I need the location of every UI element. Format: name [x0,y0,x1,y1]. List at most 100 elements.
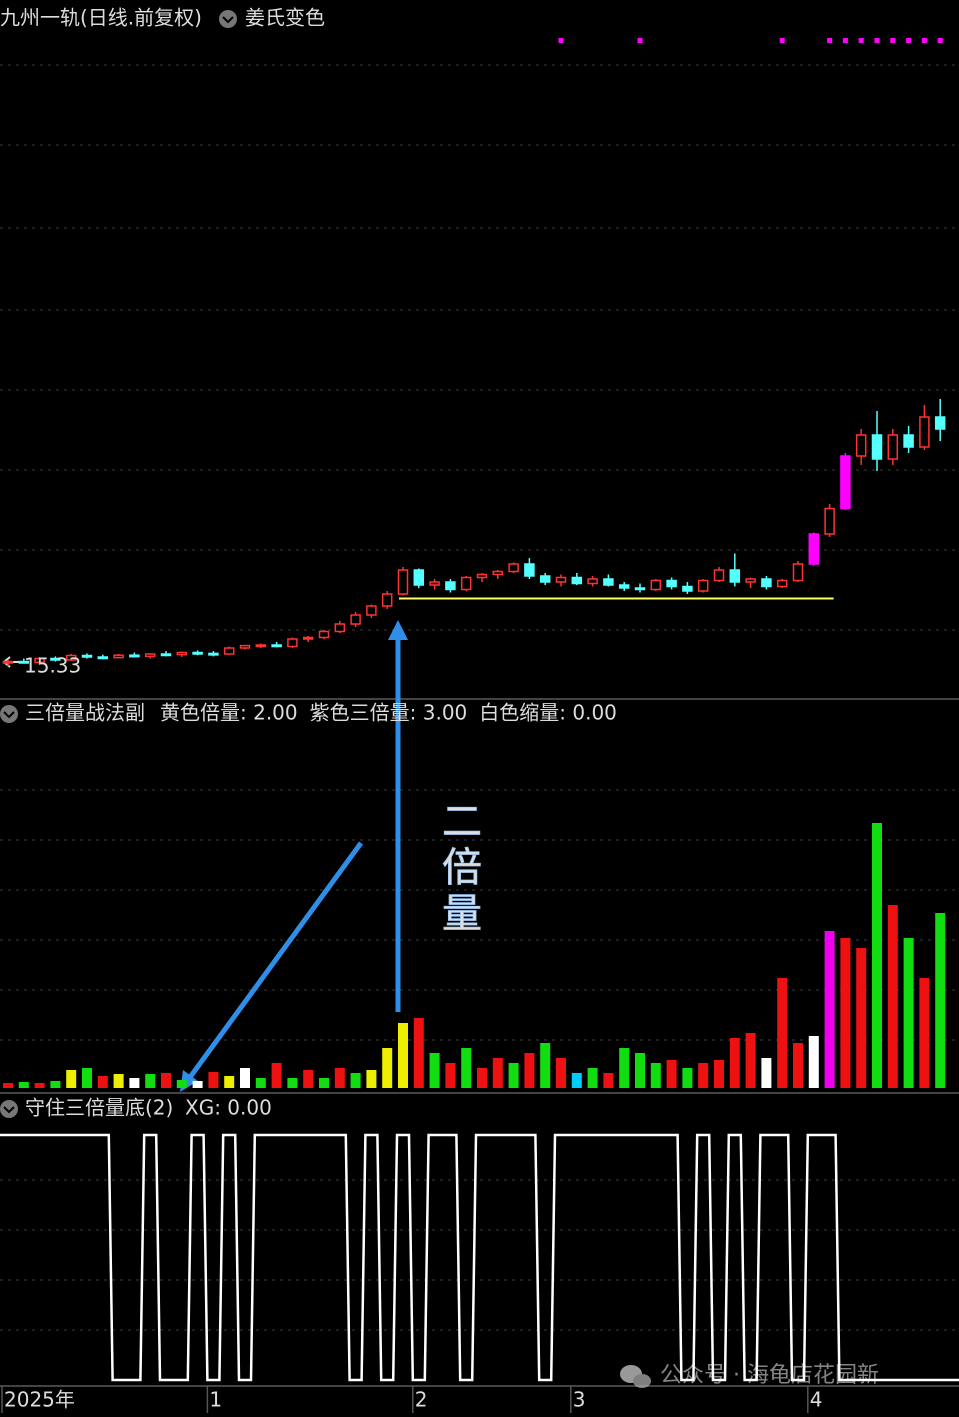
candle-body [34,657,45,664]
volume-bar [240,1068,250,1088]
candle-body [176,651,188,656]
candle-body [571,576,583,585]
volume-bar [761,1058,772,1088]
arrow-head [388,620,408,640]
volume-bar [729,1038,740,1088]
candle-body [208,652,219,656]
candle-body [934,416,946,430]
volume-bar [334,1068,345,1088]
volume-bar [208,1072,219,1088]
volume-bar [366,1070,377,1088]
candle-body [413,569,425,586]
candle-body [113,654,124,659]
volume-bar [650,1063,661,1088]
volume-bar [413,1018,424,1088]
volume-bar [287,1078,298,1088]
volume-bar [382,1048,393,1088]
volume-bar [113,1074,124,1088]
dropdown-icon[interactable] [0,705,18,723]
volume-bar [445,1063,456,1088]
x-tick-label: 1 [209,1388,222,1412]
candle-body [223,647,235,655]
candle-body [192,651,203,655]
candle-body [713,569,725,582]
candle-body [824,507,835,535]
candle-body [97,656,109,660]
candle-body [350,614,361,625]
dropdown-chevron [3,711,15,719]
candle-body [318,630,330,639]
signal-dot [842,38,848,43]
volume-bar [698,1063,709,1088]
volume-bar [540,1043,551,1088]
volume-bar [619,1048,630,1088]
candle-body [492,570,504,576]
candle-body [18,660,30,664]
volume-bar [34,1083,45,1088]
candle-body [476,573,488,579]
candle-body [81,654,93,658]
candle-body [887,434,899,460]
arrow-line [185,841,364,1082]
signal-dot [937,38,943,43]
volume-bar [271,1063,282,1088]
panel-title: 三倍量战法副 [25,701,145,725]
candle-body [871,434,883,460]
volume-bar [3,1083,13,1088]
volume-bar [682,1068,693,1088]
volume-bar [176,1080,187,1088]
dropdown-icon[interactable] [0,1100,18,1118]
volume-bar [856,948,867,1088]
volume-bar [666,1060,677,1088]
volume-bar [319,1078,329,1088]
candle-body [381,593,393,607]
candle-body [429,581,440,586]
candle-body [903,434,914,448]
legend-entry: 紫色三倍量: 3.00 [310,701,468,725]
volume-bar [398,1023,408,1088]
volume-bar [303,1070,314,1088]
volume-bar [224,1076,235,1088]
volume-bar [777,978,788,1088]
candle-body [508,563,519,573]
dropdown-icon[interactable] [219,10,237,28]
candle-body [792,563,804,582]
candle-body [776,579,788,588]
volume-bar [161,1073,171,1088]
volume-bar [477,1068,487,1088]
candle-body [144,653,156,658]
volume-bar [714,1060,724,1088]
volume-bar [587,1068,598,1088]
watermark: 公众号 · 海龟店花园新 [620,1363,879,1388]
dropdown-chevron [222,16,234,24]
candle-body [129,654,140,658]
signal-dot [637,38,643,43]
watermark-text: 公众号 · 海龟店花园新 [660,1363,879,1388]
volume-bar [808,1036,819,1088]
legend-entry: 黄色倍量: 2.00 [160,701,298,725]
signal-dot [779,38,785,43]
candle-body [697,579,709,592]
low-marker: 15.33 [24,654,81,678]
candle-body [160,653,172,657]
candle-body [761,578,772,588]
candle-body [366,605,377,616]
volume-bar [793,1043,803,1088]
candle-body [587,578,598,585]
x-tick-label: 2025年 [4,1388,75,1412]
candle-body [2,660,14,664]
candle-body [603,578,614,586]
x-tick-label: 3 [573,1388,586,1412]
indicator-name: 姜氏变色 [245,6,325,30]
volume-bar [603,1073,614,1088]
volume-bar [66,1070,77,1088]
volume-bar [571,1073,582,1088]
volume-bar [145,1074,156,1088]
candle-body [840,455,851,510]
volume-bar [840,938,851,1088]
candle-body [745,578,756,583]
volume-bar [82,1068,92,1088]
panel-title: 守住三倍量底(2) [25,1096,173,1120]
candle-body [460,576,472,591]
volume-bar [635,1053,645,1088]
